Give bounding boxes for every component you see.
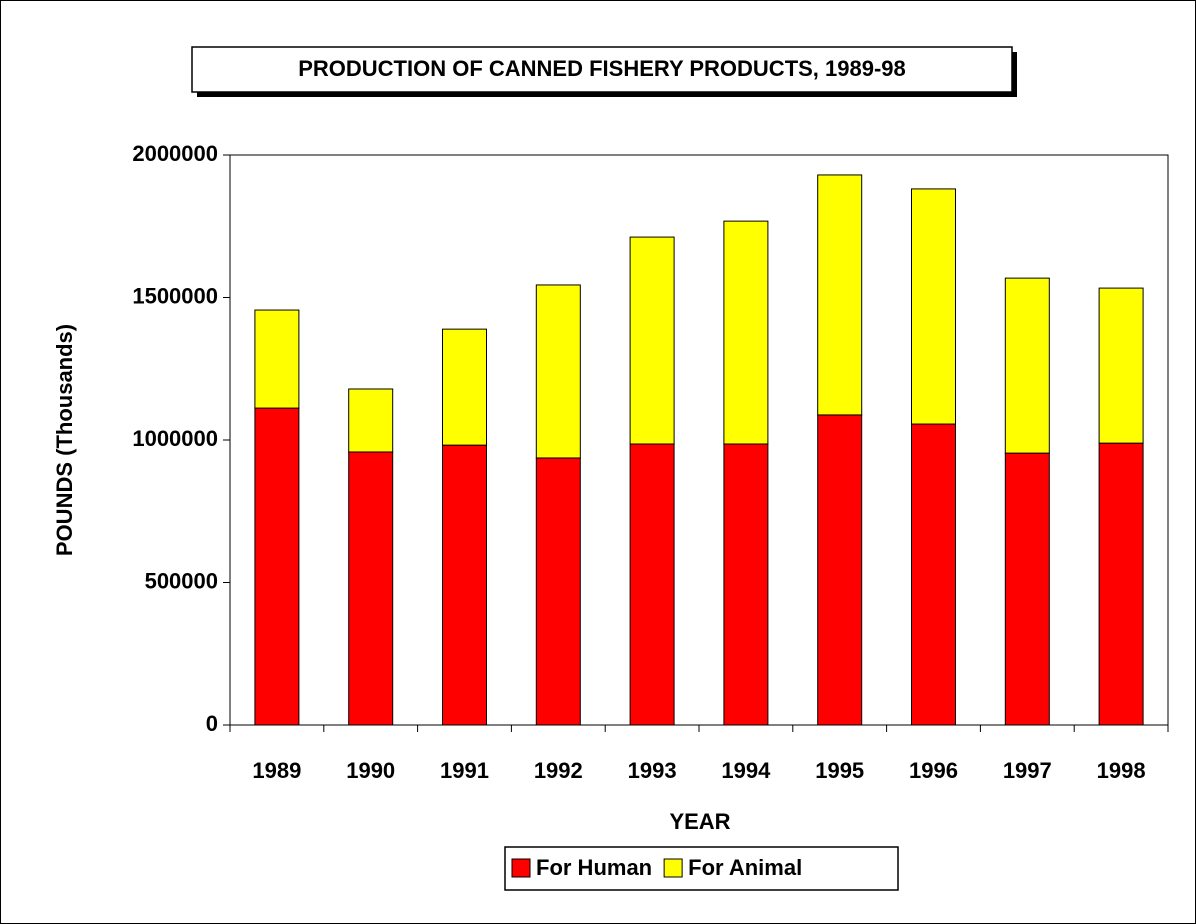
legend (504, 846, 899, 891)
x-tick-label: 1989 (252, 758, 301, 783)
legend-label: For Animal (688, 855, 802, 880)
bar-segment (723, 220, 769, 445)
x-axis-label: YEAR (669, 809, 730, 834)
chart-title: PRODUCTION OF CANNED FISHERY PRODUCTS, 1… (298, 56, 906, 81)
x-tick-label: 1995 (815, 758, 864, 783)
bar-segment (348, 451, 394, 726)
bar-segment (629, 236, 675, 445)
bar-segment (1098, 287, 1144, 444)
bar-segment (535, 457, 581, 726)
x-tick-label: 1998 (1097, 758, 1146, 783)
bar-segment (911, 188, 956, 425)
bar-segment (629, 443, 675, 726)
legend-label: For Human (536, 855, 652, 880)
y-tick-label: 2000000 (132, 141, 218, 166)
bar-segment (442, 328, 487, 446)
y-tick-label: 500000 (145, 568, 218, 593)
bar-segment (911, 423, 956, 726)
legend-swatch (663, 858, 683, 878)
bar-segment (442, 444, 487, 726)
bar-segment (723, 443, 769, 726)
x-tick-label: 1994 (721, 758, 771, 783)
title-box (191, 46, 1013, 93)
bar-segment (1004, 452, 1050, 726)
bar-segment (254, 309, 300, 409)
x-tick-label: 1997 (1003, 758, 1052, 783)
x-tick-label: 1992 (534, 758, 583, 783)
y-tick-label: 1000000 (132, 426, 218, 451)
bar-segment (817, 174, 863, 416)
x-tick-label: 1993 (628, 758, 677, 783)
bar-segment (535, 284, 581, 459)
bar-segment (348, 388, 394, 453)
x-tick-label: 1991 (440, 758, 489, 783)
bar-segment (817, 414, 863, 726)
bar-segment (254, 407, 300, 726)
x-tick-label: 1996 (909, 758, 958, 783)
y-tick-label: 0 (206, 711, 218, 736)
y-tick-label: 1500000 (132, 283, 218, 308)
bar-segment (1098, 442, 1144, 726)
x-tick-label: 1990 (346, 758, 395, 783)
legend-swatch (511, 858, 531, 878)
bar-segment (1004, 277, 1050, 454)
y-axis-label: POUNDS (Thousands) (52, 324, 77, 556)
